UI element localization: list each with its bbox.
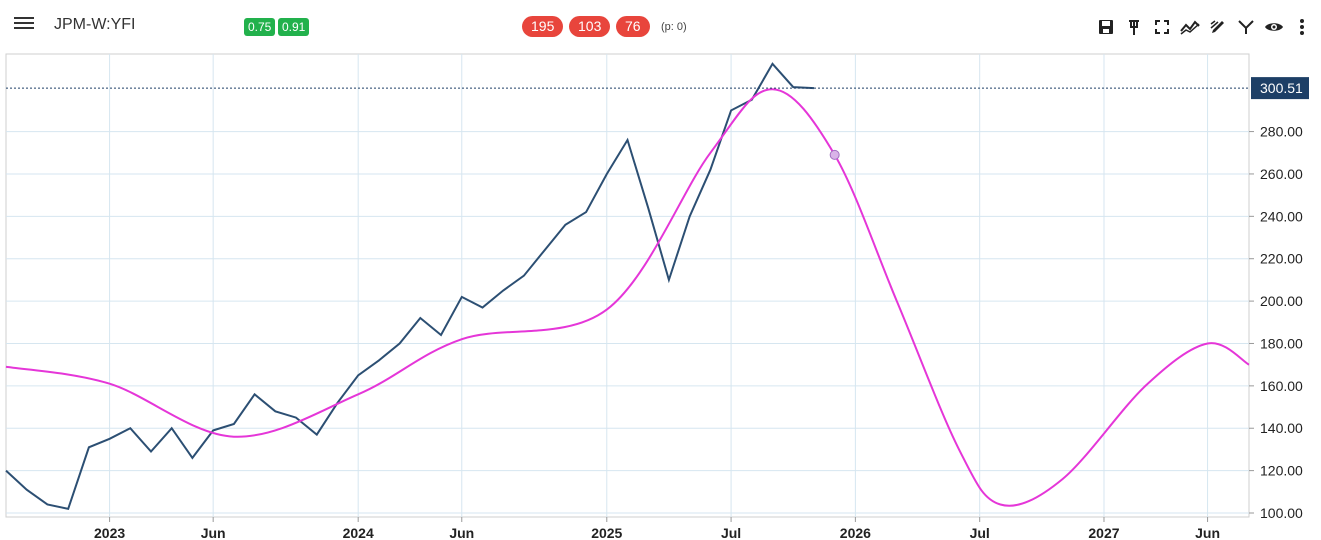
x-tick-label: Jun: [1195, 525, 1220, 540]
x-tick-label: Jun: [449, 525, 474, 540]
trend-icon[interactable]: [1179, 16, 1201, 38]
eye-icon[interactable]: [1263, 16, 1285, 38]
y-axis: 100.00 120.00 140.00 160.00 180.00 200.00 220.…: [1249, 124, 1303, 521]
save-icon[interactable]: [1095, 16, 1117, 38]
x-tick-label: 2026: [840, 525, 871, 540]
price-series-line: [5, 62, 815, 510]
draw-icon[interactable]: [1207, 16, 1229, 38]
y-tick-label: 100.00: [1260, 505, 1303, 521]
y-tick-label: 220.00: [1260, 251, 1303, 267]
cycle-series-line: [5, 88, 1250, 507]
y-tick-label: 240.00: [1260, 208, 1303, 224]
p-value-label: (p: 0): [661, 21, 687, 33]
toolbar: [1095, 16, 1313, 38]
pin-icon[interactable]: [1123, 16, 1145, 38]
indicator-icon[interactable]: [1235, 16, 1257, 38]
last-price-badge: [1251, 77, 1309, 100]
y-tick-label: 280.00: [1260, 124, 1303, 140]
cycle-marker: [829, 149, 840, 160]
x-tick-label: Jul: [721, 525, 741, 540]
y-tick-label: 120.00: [1260, 463, 1303, 479]
chart-header: JPM-W:YFI 0.75 0.91 195 103 76 (p: 0): [0, 0, 1321, 54]
plot-area: [5, 53, 1250, 518]
symbol-label[interactable]: JPM-W:YFI: [54, 16, 136, 33]
series-lines: 300.51: [5, 62, 1309, 510]
red-badge-3: 76: [616, 16, 650, 37]
chart-grid: [5, 53, 1250, 518]
x-tick-label: Jul: [970, 525, 990, 540]
more-icon[interactable]: [1291, 16, 1313, 38]
green-badge-1: 0.75: [244, 18, 276, 36]
y-tick-label: 200.00: [1260, 293, 1303, 309]
y-tick-label: 260.00: [1260, 166, 1303, 182]
green-badge-2: 0.91: [278, 18, 310, 36]
last-price-label: 300.51: [1260, 80, 1303, 96]
fullscreen-icon[interactable]: [1151, 16, 1173, 38]
x-tick-label: 2023: [94, 525, 125, 540]
red-badge-1: 195: [522, 16, 564, 37]
x-tick-label: 2024: [343, 525, 374, 540]
y-tick-label: 180.00: [1260, 335, 1303, 351]
x-tick-label: 2025: [591, 525, 622, 540]
y-tick-label: 160.00: [1260, 378, 1303, 394]
x-tick-label: 2027: [1088, 525, 1119, 540]
y-tick-label: 140.00: [1260, 420, 1303, 436]
x-axis: 2023 Jun 2024 Jun 2025 Jul 2026 Jul 2027 Jun: [94, 517, 1220, 540]
red-badge-2: 103: [569, 16, 611, 37]
menu-icon[interactable]: [14, 14, 34, 32]
x-tick-label: Jun: [201, 525, 226, 540]
